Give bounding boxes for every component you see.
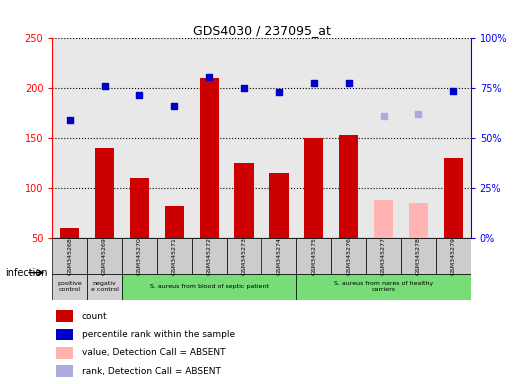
Bar	[56, 311, 73, 322]
Bar	[331, 238, 366, 274]
Text: GSM345279: GSM345279	[451, 237, 456, 275]
Bar	[234, 163, 254, 238]
Bar	[52, 238, 87, 274]
Text: GSM345271: GSM345271	[172, 237, 177, 275]
Text: GSM345277: GSM345277	[381, 237, 386, 275]
Bar	[226, 238, 262, 274]
Bar	[374, 200, 393, 238]
Title: GDS4030 / 237095_at: GDS4030 / 237095_at	[192, 24, 331, 37]
Point	[170, 103, 178, 109]
Bar	[297, 238, 331, 274]
Bar	[165, 206, 184, 238]
Bar	[366, 238, 401, 274]
Text: S. aureus from nares of healthy
carriers: S. aureus from nares of healthy carriers	[334, 281, 433, 292]
Bar	[444, 158, 463, 238]
Text: GSM345276: GSM345276	[346, 237, 351, 275]
Text: infection: infection	[5, 268, 48, 278]
Point	[275, 89, 283, 95]
Point	[205, 74, 213, 80]
Text: GSM345278: GSM345278	[416, 237, 421, 275]
Bar	[401, 238, 436, 274]
Text: percentile rank within the sample: percentile rank within the sample	[82, 330, 235, 339]
Text: count: count	[82, 312, 107, 321]
Bar	[52, 274, 87, 300]
Text: value, Detection Call = ABSENT: value, Detection Call = ABSENT	[82, 348, 225, 357]
Text: negativ
e control: negativ e control	[90, 281, 119, 292]
Point	[310, 80, 318, 86]
Bar	[87, 238, 122, 274]
Point	[65, 117, 74, 123]
Bar	[436, 238, 471, 274]
Point	[449, 88, 458, 94]
Bar	[262, 238, 297, 274]
Bar	[200, 78, 219, 238]
Bar	[56, 365, 73, 377]
Bar	[56, 347, 73, 359]
Text: GSM345268: GSM345268	[67, 237, 72, 275]
Text: GSM345270: GSM345270	[137, 237, 142, 275]
Bar	[297, 274, 471, 300]
Point	[345, 80, 353, 86]
Point	[135, 92, 144, 98]
Bar	[192, 238, 226, 274]
Text: S. aureus from blood of septic patient: S. aureus from blood of septic patient	[150, 284, 269, 289]
Text: GSM345274: GSM345274	[277, 237, 281, 275]
Bar	[95, 148, 114, 238]
Bar	[87, 274, 122, 300]
Bar	[56, 329, 73, 340]
Text: GSM345275: GSM345275	[311, 237, 316, 275]
Text: GSM345273: GSM345273	[242, 237, 246, 275]
Text: rank, Detection Call = ABSENT: rank, Detection Call = ABSENT	[82, 367, 221, 376]
Bar	[130, 178, 149, 238]
Bar	[122, 274, 297, 300]
Bar	[304, 138, 323, 238]
Bar	[339, 135, 358, 238]
Point	[414, 111, 423, 118]
Text: GSM345272: GSM345272	[207, 237, 212, 275]
Point	[240, 85, 248, 91]
Bar	[60, 228, 79, 238]
Text: GSM345269: GSM345269	[102, 237, 107, 275]
Bar	[409, 203, 428, 238]
Point	[100, 83, 109, 89]
Text: positive
control: positive control	[58, 281, 82, 292]
Bar	[122, 238, 157, 274]
Bar	[269, 173, 289, 238]
Bar	[157, 238, 192, 274]
Point	[379, 113, 388, 119]
